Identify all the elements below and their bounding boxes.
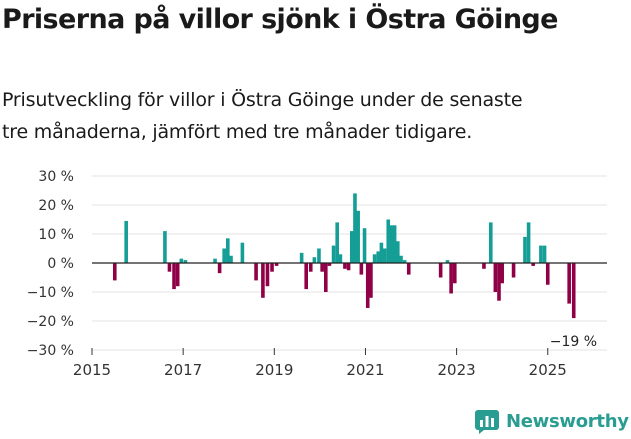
- bar-positive: [331, 245, 336, 263]
- bar-positive: [338, 254, 343, 263]
- bar-positive: [179, 258, 184, 263]
- bar-positive: [542, 245, 547, 263]
- x-tick-label: 2025: [529, 361, 567, 379]
- bar-positive: [445, 260, 450, 263]
- bar-positive: [229, 255, 233, 263]
- bar-negative: [359, 263, 364, 275]
- bar-positive: [379, 242, 384, 263]
- bar-positive: [392, 225, 397, 263]
- chart-title: Priserna på villor sjönk i Östra Göinge: [2, 4, 558, 35]
- bar-positive: [353, 193, 357, 263]
- bar-negative: [493, 263, 498, 292]
- bar-negative: [497, 263, 501, 301]
- bar-positive: [183, 260, 188, 263]
- latest-value-annotation: −19 %: [550, 334, 597, 350]
- bar-negative: [327, 263, 332, 266]
- bar-negative: [308, 263, 313, 272]
- bar-series: [112, 193, 576, 319]
- bar-negative: [369, 263, 373, 298]
- bar-negative: [346, 263, 351, 271]
- bar-positive: [317, 248, 321, 263]
- x-tick-label: 2015: [73, 361, 111, 379]
- bar-positive: [240, 242, 245, 263]
- bar-positive: [222, 248, 226, 263]
- bar-positive: [399, 255, 403, 263]
- bar-negative: [365, 263, 370, 308]
- bar-negative: [449, 263, 453, 294]
- bar-positive: [396, 241, 400, 263]
- bar-positive: [124, 220, 128, 263]
- subtitle-line-2: tre månaderna, jämfört med tre månader t…: [2, 121, 473, 143]
- y-tick-label: −20 %: [27, 314, 74, 330]
- y-tick-label: −10 %: [27, 285, 74, 301]
- bar-positive: [382, 248, 387, 263]
- x-tick-label: 2023: [438, 361, 476, 379]
- bar-negative: [175, 263, 180, 287]
- bar-positive: [526, 222, 531, 263]
- bar-negative: [438, 263, 443, 278]
- bar-positive: [163, 231, 167, 263]
- bar-negative: [270, 263, 274, 272]
- bar-positive: [213, 258, 217, 263]
- bar-negative: [511, 263, 516, 278]
- bar-positive: [539, 245, 543, 263]
- axes: [91, 262, 607, 355]
- bar-positive: [299, 252, 304, 263]
- newsworthy-logo-icon: [475, 410, 499, 434]
- bar-negative: [452, 263, 457, 284]
- y-tick-label: −30 %: [27, 343, 74, 359]
- newsworthy-logo-text: Newsworthy: [506, 410, 629, 432]
- x-tick-label: 2021: [346, 361, 384, 379]
- bar-positive: [386, 219, 391, 263]
- x-tick-label: 2019: [255, 361, 293, 379]
- bar-negative: [482, 263, 486, 269]
- bar-negative: [500, 263, 504, 284]
- bar-positive: [523, 236, 527, 263]
- y-tick-label: 20 %: [38, 198, 74, 214]
- bar-positive: [356, 210, 360, 263]
- y-tick-label: 30 %: [38, 169, 74, 185]
- bar-negative: [531, 263, 535, 266]
- bar-negative: [261, 263, 265, 298]
- bar-negative: [571, 263, 576, 319]
- bar-negative: [406, 263, 411, 275]
- bar-positive: [488, 222, 493, 263]
- tick-labels: 30 % 20 % 10 % 0 % −10 % −20 % −30 % 2015 2017 20…: [27, 169, 597, 379]
- bar-positive: [389, 225, 394, 263]
- subtitle-line-1: Prisutveckling för villor i Östra Göinge…: [2, 89, 523, 111]
- bar-negative: [304, 263, 309, 290]
- bar-negative: [567, 263, 571, 304]
- bar-positive: [402, 260, 407, 263]
- bar-negative: [167, 263, 172, 272]
- bar-positive: [372, 254, 377, 263]
- chart-subtitle: Prisutveckling för villor i Östra Göinge…: [2, 84, 627, 148]
- y-tick-label: 10 %: [38, 227, 74, 243]
- x-tick-label: 2017: [164, 361, 202, 379]
- bar-positive: [376, 251, 381, 263]
- bar-negative: [217, 263, 222, 274]
- newsworthy-logo: Newsworthy: [474, 407, 629, 435]
- bar-negative: [172, 263, 176, 290]
- bar-negative: [545, 263, 550, 285]
- bar-negative: [320, 263, 324, 272]
- bar-negative: [324, 263, 328, 292]
- bar-negative: [265, 263, 270, 287]
- bar-positive: [335, 222, 339, 263]
- bar-positive: [362, 228, 367, 263]
- bar-positive: [226, 238, 230, 263]
- bar-positive: [312, 257, 317, 263]
- bar-negative: [254, 263, 258, 281]
- grid-lines: [92, 175, 607, 351]
- bar-negative: [112, 263, 117, 281]
- bar-negative: [274, 263, 279, 266]
- bar-positive: [349, 231, 354, 263]
- bar-negative: [343, 263, 347, 269]
- y-tick-label: 0 %: [47, 256, 74, 272]
